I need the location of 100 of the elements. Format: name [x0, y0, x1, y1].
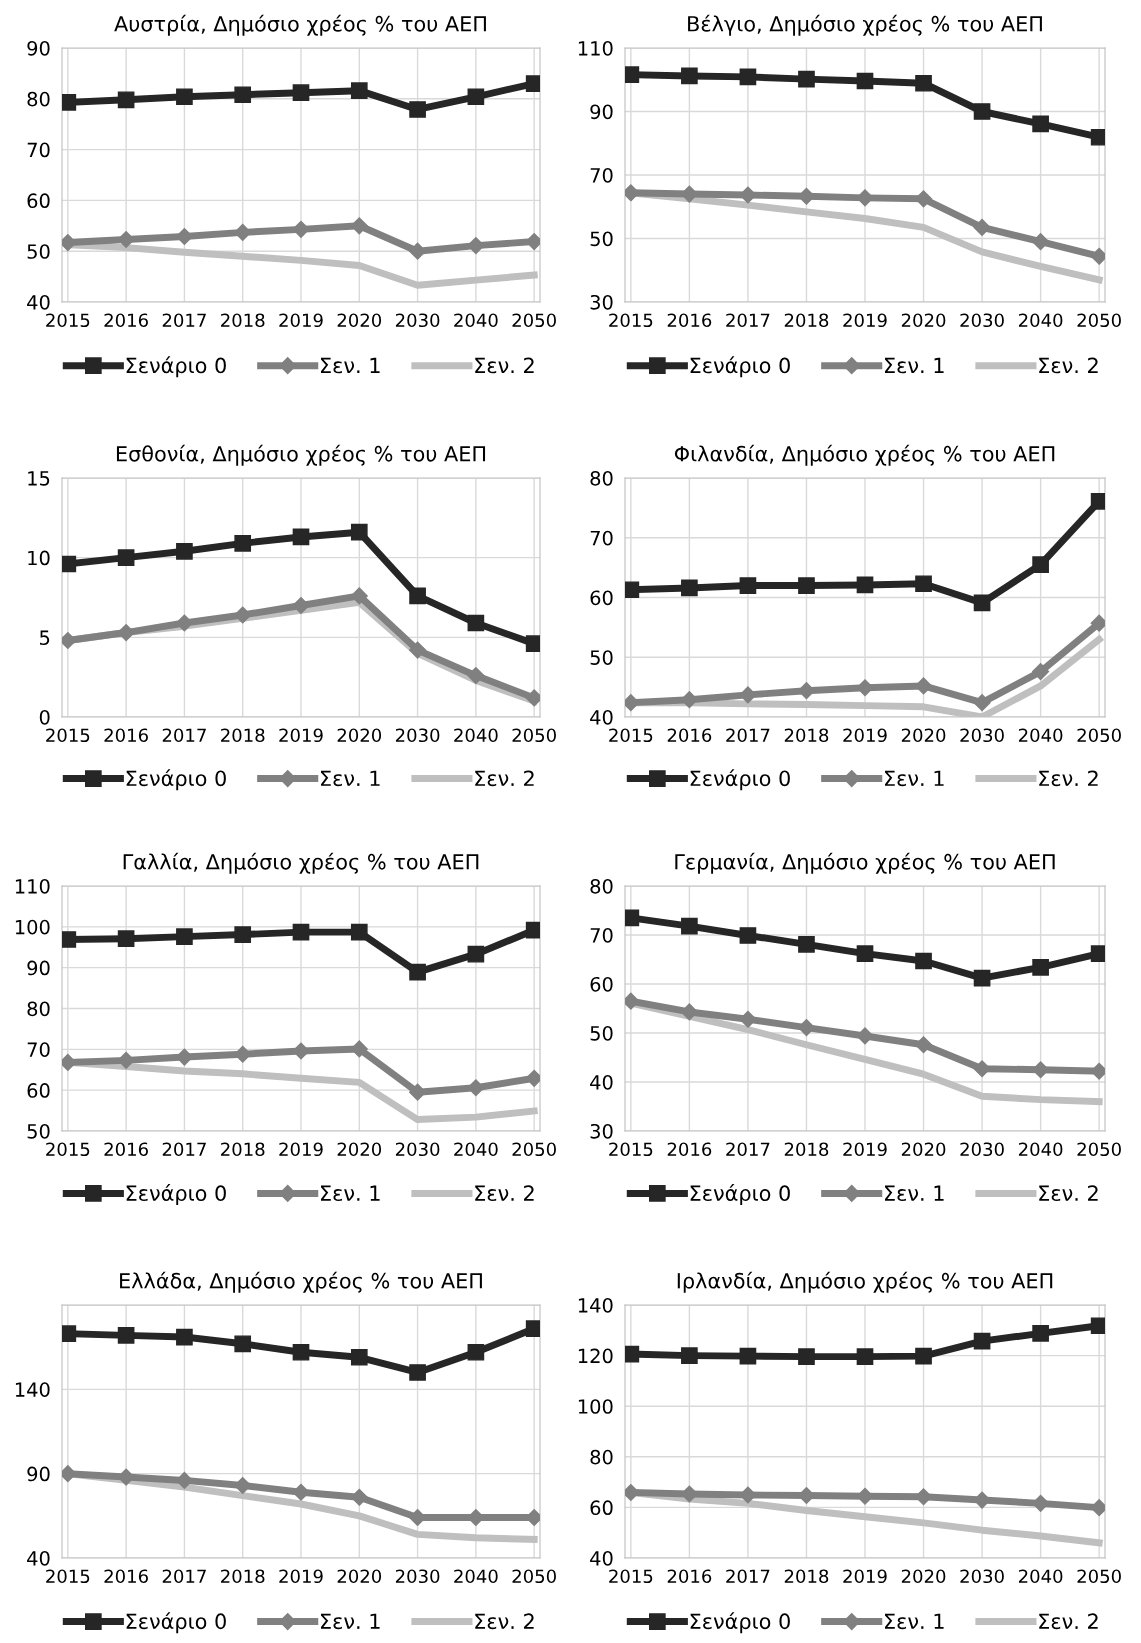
point [1032, 959, 1049, 976]
legend-label: Σεν. 2 [1039, 1613, 1098, 1630]
point [681, 579, 698, 597]
x-tick-label: 2016 [667, 728, 712, 743]
x-tick-label: 2019 [843, 1569, 887, 1584]
point [176, 928, 193, 945]
x-tick-label: 2015 [609, 1569, 653, 1584]
legend-label: Σεν. 2 [475, 1185, 534, 1202]
point [292, 1343, 310, 1361]
point [467, 88, 485, 106]
point [117, 1327, 135, 1344]
x-tick-label: 2015 [609, 1142, 653, 1157]
legend-label: Σενάριο 0 [126, 769, 226, 791]
point [409, 101, 426, 118]
y-tick-label: 90 [590, 104, 613, 120]
point [234, 1335, 252, 1353]
point [350, 523, 368, 541]
point [625, 909, 640, 927]
y-tick-label: 100 [15, 919, 50, 935]
point [973, 103, 991, 120]
y-tick-label: 90 [27, 40, 50, 56]
legend-label: Σεν. 2 [1039, 1185, 1098, 1202]
point [739, 68, 757, 86]
point [409, 1364, 426, 1381]
y-tick-label: 80 [590, 878, 613, 894]
x-tick-label: 2018 [221, 1142, 265, 1157]
y-tick-label: 90 [27, 960, 50, 976]
point [681, 917, 698, 935]
y-tick-label: 50 [27, 1123, 50, 1139]
x-tick-label: 2050 [1077, 728, 1121, 743]
point [1032, 663, 1050, 681]
point [625, 581, 640, 599]
chart-title: Ελλάδα, Δημόσιο χρέος % του ΑΕΠ [120, 1271, 482, 1293]
point [350, 587, 368, 605]
x-tick-label: 2015 [46, 728, 90, 743]
y-tick-label: 70 [27, 142, 50, 158]
point [175, 614, 193, 632]
legend-label: Σεν. 2 [1039, 357, 1098, 374]
point [1032, 1325, 1049, 1342]
x-tick-label: 2017 [726, 1142, 770, 1157]
x-tick-label: 2030 [960, 1569, 1004, 1584]
chart-title: Αυστρία, Δημόσιο χρέος % του ΑΕΠ [114, 14, 486, 36]
point [915, 575, 932, 593]
legend-label: Σενάριο 0 [126, 1612, 226, 1634]
point [798, 1348, 815, 1365]
x-tick-label: 2017 [162, 313, 206, 328]
x-tick-label: 2019 [843, 313, 887, 328]
x-tick-label: 2018 [784, 728, 829, 743]
x-tick-label: 2019 [279, 1142, 323, 1157]
y-tick-label: 0 [39, 709, 50, 725]
x-tick-label: 2016 [667, 1142, 712, 1157]
x-tick-label: 2040 [454, 728, 498, 743]
point [409, 587, 426, 605]
x-tick-label: 2016 [104, 1142, 148, 1157]
point [915, 952, 932, 970]
x-tick-label: 2016 [104, 1569, 148, 1584]
y-tick-label: 80 [27, 91, 50, 107]
legend-label: Σεν. 2 [1039, 770, 1098, 787]
y-tick-label: 140 [15, 1382, 50, 1397]
x-tick-label: 2018 [221, 1569, 265, 1584]
x-tick-label: 2050 [1077, 1569, 1121, 1584]
point [467, 1343, 485, 1361]
x-tick-label: 2040 [1018, 1142, 1063, 1157]
point [856, 1348, 874, 1365]
x-tick-label: 2018 [221, 313, 265, 328]
y-tick-label: 100 [578, 1399, 613, 1414]
y-tick-label: 40 [27, 294, 50, 310]
point [409, 641, 427, 659]
chart-title: Γαλλία, Δημόσιο χρέος % του ΑΕΠ [123, 852, 479, 874]
point [1090, 128, 1105, 146]
point [467, 667, 485, 685]
point [234, 534, 252, 552]
y-tick-label: 80 [27, 1001, 50, 1017]
x-tick-label: 2020 [337, 728, 382, 743]
y-tick-label: 110 [578, 40, 613, 56]
x-tick-label: 2020 [901, 1569, 946, 1584]
y-tick-label: 5 [40, 630, 50, 645]
point [915, 1347, 932, 1365]
x-tick-label: 2050 [512, 1142, 556, 1157]
point [1032, 115, 1049, 133]
y-tick-label: 40 [590, 1074, 613, 1090]
point [350, 923, 368, 941]
point [234, 926, 252, 943]
legend-label: Σεν. 1 [885, 1613, 944, 1630]
x-tick-label: 2030 [960, 728, 1004, 743]
x-tick-label: 2050 [1077, 313, 1121, 328]
point [467, 614, 485, 632]
legend-label: Σενάριο 0 [126, 356, 226, 378]
y-tick-label: 15 [28, 471, 50, 486]
x-tick-label: 2017 [162, 728, 206, 743]
y-tick-label: 110 [15, 878, 50, 894]
y-tick-label: 40 [27, 1550, 50, 1566]
x-tick-label: 2016 [667, 313, 712, 328]
y-tick-label: 80 [590, 470, 613, 486]
point [973, 694, 991, 712]
point [292, 923, 310, 941]
y-tick-label: 40 [590, 1550, 613, 1566]
x-tick-label: 2030 [395, 728, 440, 743]
point [1090, 492, 1105, 510]
x-tick-label: 2015 [46, 1142, 90, 1157]
